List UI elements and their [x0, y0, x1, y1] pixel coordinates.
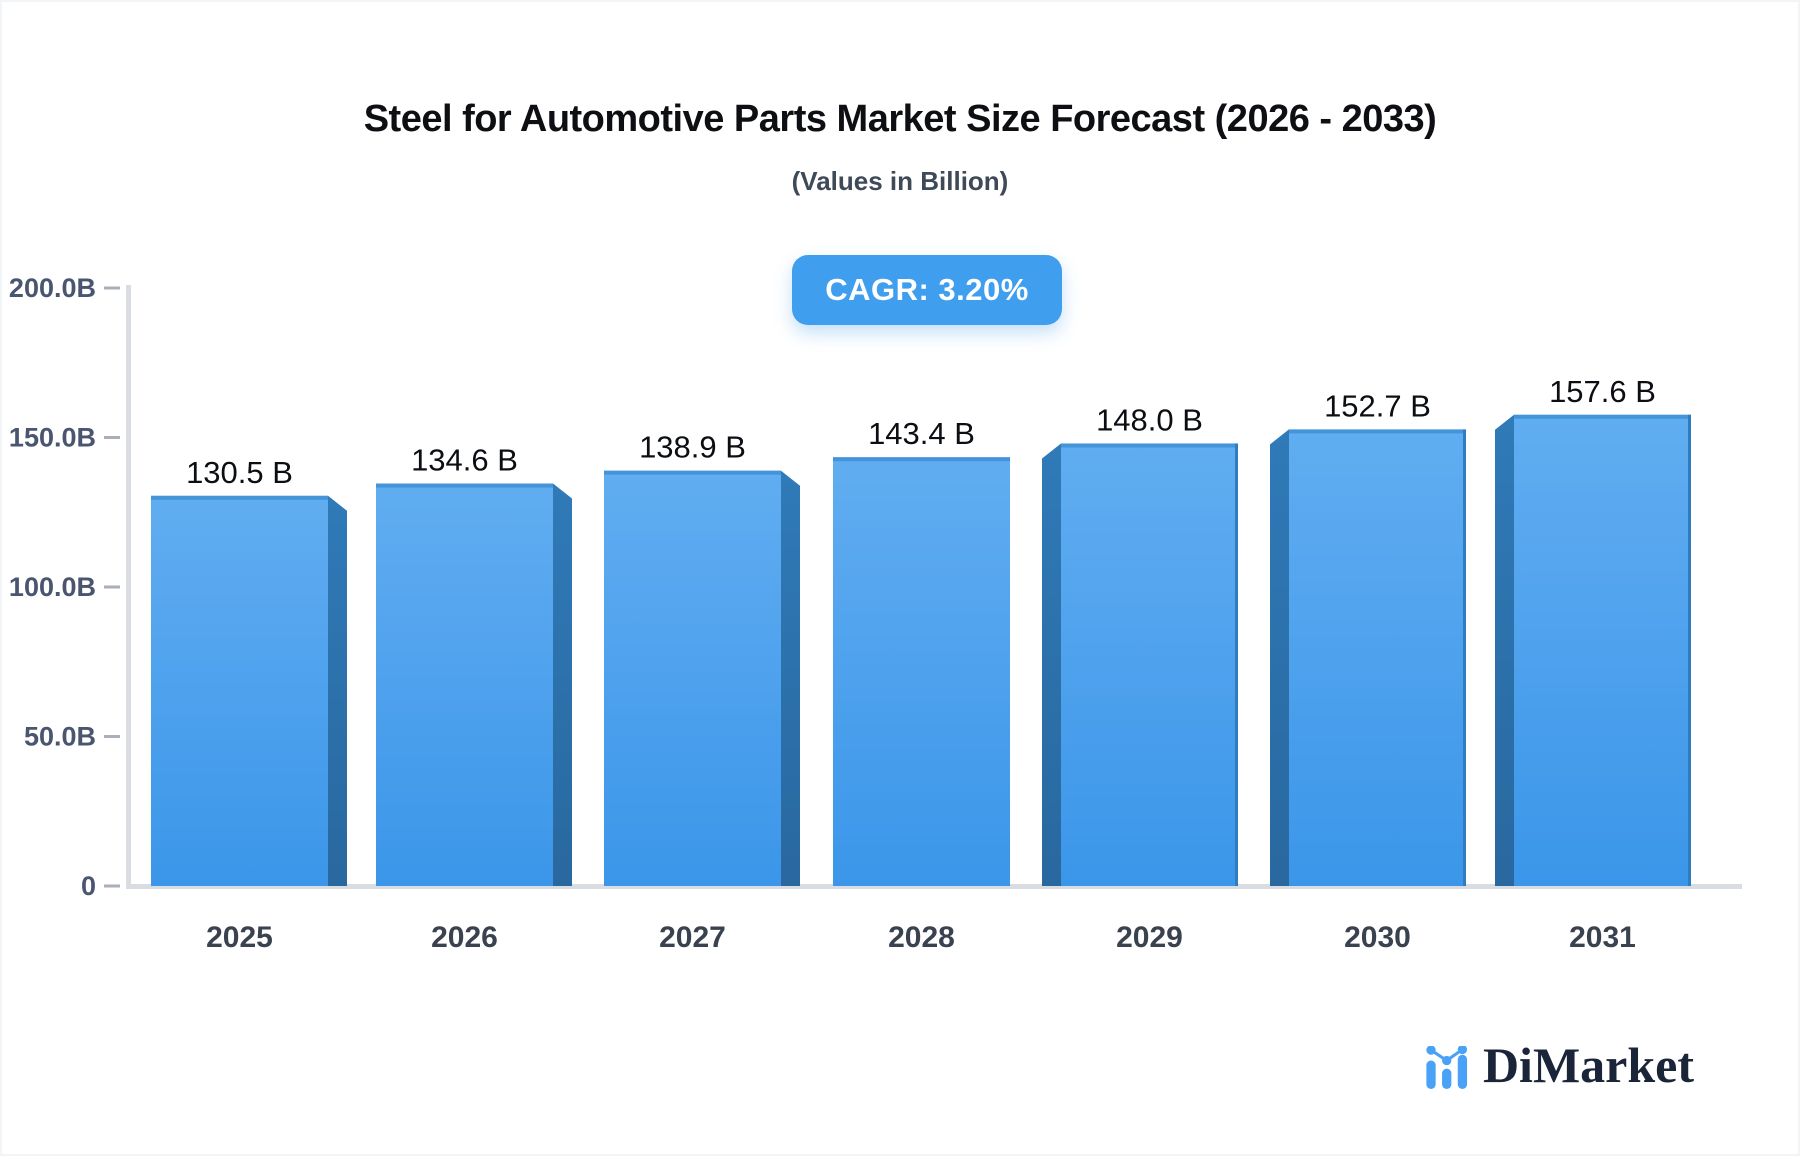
bar-right-edge [1688, 414, 1691, 886]
x-axis-label: 2030 [1344, 921, 1411, 954]
bar-value-label: 148.0 B [1096, 402, 1203, 437]
bar-value-label: 157.6 B [1549, 374, 1656, 409]
x-axis-label: 2031 [1569, 921, 1636, 954]
bar-side-face [553, 483, 572, 886]
bar-front-face [151, 495, 328, 886]
bar-side-face [781, 470, 800, 886]
bar-front-face [604, 470, 781, 886]
bar-front-face [833, 457, 1010, 886]
bar-front-face [1289, 429, 1466, 886]
y-axis-tick [104, 286, 120, 290]
bar-top-edge [1514, 414, 1691, 419]
bar-side-face [1270, 429, 1289, 886]
y-axis-label: 200.0B [9, 273, 96, 303]
y-axis-label: 0 [81, 871, 96, 901]
y-axis-tick [104, 884, 120, 888]
bar-top-edge [151, 495, 328, 500]
y-axis-tick [104, 735, 120, 738]
x-axis-line [126, 884, 1742, 889]
y-axis-label: 150.0B [9, 423, 96, 453]
bar-2027 [604, 470, 800, 886]
bar-right-edge [1463, 429, 1466, 886]
x-axis-label: 2029 [1116, 921, 1183, 954]
bar-front-face [1514, 414, 1691, 886]
bar-2028 [833, 457, 1010, 886]
bar-top-edge [1061, 443, 1238, 448]
bar-2031 [1495, 414, 1691, 886]
bar-2030 [1270, 429, 1466, 886]
dimarket-logo-text: DiMarket [1482, 1037, 1694, 1093]
bar-value-label: 138.9 B [639, 430, 746, 465]
bar-value-label: 134.6 B [411, 443, 518, 478]
bar-side-face [1042, 443, 1061, 886]
chart-subtitle: (Values in Billion) [791, 166, 1009, 196]
bar-top-edge [376, 483, 553, 488]
bar-right-edge [1235, 443, 1238, 886]
cagr-badge: CAGR: 3.20% [792, 255, 1062, 325]
cagr-badge-label: CAGR: 3.20% [825, 272, 1029, 307]
bar-2026 [376, 483, 572, 886]
bar-top-edge [833, 457, 1010, 462]
y-axis-line [126, 285, 131, 889]
bar-value-label: 130.5 B [186, 455, 293, 490]
bar-2029 [1042, 443, 1238, 886]
y-axis-tick [104, 585, 120, 589]
y-axis-label: 100.0B [9, 572, 96, 602]
y-axis-label: 50.0B [24, 722, 96, 752]
x-axis-label: 2026 [431, 921, 498, 954]
x-axis-label: 2027 [659, 921, 726, 954]
chart-title: Steel for Automotive Parts Market Size F… [363, 98, 1437, 140]
y-axis-tick [104, 436, 120, 439]
bar-value-label: 143.4 B [868, 416, 975, 451]
bar-front-face [1061, 443, 1238, 886]
bar-side-face [1495, 414, 1514, 886]
dimarket-logo-icon [1426, 1045, 1468, 1089]
dimarket-logo: DiMarket [1426, 1034, 1694, 1096]
x-axis-label: 2025 [206, 921, 273, 954]
bar-value-label: 152.7 B [1324, 388, 1431, 423]
bar-2025 [151, 495, 347, 886]
bar-side-face [328, 495, 347, 886]
x-axis-label: 2028 [888, 921, 955, 954]
bar-top-edge [1289, 429, 1466, 434]
bar-front-face [376, 483, 553, 886]
bar-top-edge [604, 470, 781, 475]
